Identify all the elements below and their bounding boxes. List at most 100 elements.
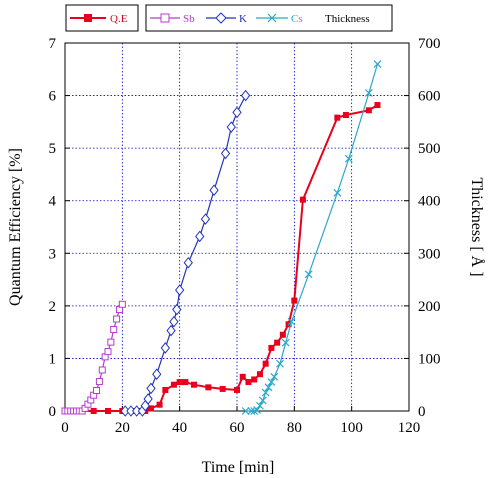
- data-point-sb: [107, 338, 115, 346]
- data-point-cs: [304, 270, 313, 279]
- y-left-tick-label: 0: [49, 404, 57, 420]
- data-point-qe: [374, 102, 381, 109]
- data-point-cs: [267, 378, 276, 387]
- data-point-cs: [241, 407, 250, 415]
- x-tick-label: 100: [340, 420, 363, 436]
- legend-label-k: K: [239, 13, 247, 25]
- data-point-qe: [176, 379, 183, 386]
- data-point-k: [146, 382, 156, 395]
- data-point-cs: [276, 359, 284, 368]
- x-tick-label: 40: [172, 420, 187, 436]
- y-right-tick-label: 500: [418, 141, 441, 157]
- grid-lines: [65, 43, 409, 411]
- series-k: [120, 89, 251, 417]
- data-point-qe: [182, 379, 189, 386]
- legend-marker-qe: [84, 14, 92, 22]
- series-layer: [61, 60, 382, 417]
- legend-marker-cs: [267, 13, 277, 23]
- data-point-qe: [219, 385, 226, 392]
- data-point-qe: [279, 331, 286, 338]
- data-point-k: [160, 342, 170, 354]
- data-point-sb: [93, 386, 101, 394]
- legend: Q.E Sb K Cs Thickness: [65, 4, 393, 32]
- y-left-tick-label: 1: [49, 351, 57, 367]
- data-point-sb: [95, 378, 103, 386]
- data-point-qe: [251, 376, 258, 383]
- data-point-cs: [281, 338, 290, 347]
- series-cs: [241, 60, 382, 415]
- data-point-qe: [105, 408, 111, 414]
- y-axis-left-label: Quantum Efficiency [%]: [7, 148, 24, 306]
- data-point-sb: [118, 300, 126, 308]
- series-line-cs: [245, 63, 379, 412]
- data-point-qe: [334, 114, 341, 121]
- data-point-cs: [333, 188, 342, 197]
- data-point-qe: [245, 379, 252, 386]
- data-point-qe: [191, 381, 197, 388]
- y-left-tick-label: 5: [49, 141, 57, 157]
- series-line-qe: [65, 104, 379, 412]
- data-point-qe: [205, 384, 212, 391]
- data-point-cs: [344, 154, 353, 163]
- data-point-cs: [373, 60, 382, 68]
- legend-title-thickness: Thickness: [325, 13, 370, 25]
- data-point-cs: [264, 383, 273, 392]
- data-point-k: [220, 147, 231, 160]
- data-point-qe: [156, 401, 163, 408]
- data-point-sb: [98, 366, 106, 374]
- data-point-qe: [234, 386, 240, 393]
- data-point-qe: [262, 360, 269, 367]
- data-point-k: [232, 106, 242, 119]
- data-point-qe: [299, 196, 306, 203]
- y-left-tick-label: 4: [49, 194, 57, 210]
- data-point-cs: [253, 406, 261, 414]
- data-point-qe: [239, 373, 246, 380]
- legend-marker-sb: [160, 13, 170, 23]
- y-left-tick-label: 7: [49, 36, 57, 52]
- y-left-tick-label: 6: [49, 89, 57, 105]
- data-point-k: [143, 393, 153, 405]
- x-tick-label: 60: [230, 420, 245, 436]
- data-point-k: [240, 89, 251, 102]
- data-point-qe: [342, 112, 349, 119]
- data-point-qe: [268, 344, 275, 351]
- legend-label-qe: Q.E: [110, 13, 128, 25]
- x-tick-label: 120: [398, 420, 421, 436]
- data-point-k: [152, 368, 162, 381]
- data-point-qe: [365, 107, 372, 114]
- data-point-k: [183, 256, 193, 269]
- data-point-k: [195, 230, 205, 243]
- axis-ticks: 0 20 40 60 80 100 1200123456701002003004005006…: [49, 36, 441, 436]
- legend-marker-k: [215, 12, 227, 24]
- data-point-sb: [113, 315, 121, 323]
- data-point-qe: [291, 297, 298, 304]
- data-point-k: [200, 213, 211, 225]
- data-point-qe: [90, 408, 97, 414]
- y-right-tick-label: 400: [418, 194, 441, 210]
- y-right-tick-label: 0: [418, 404, 426, 420]
- data-point-cs: [256, 401, 264, 410]
- data-point-qe: [170, 381, 177, 388]
- series-sb: [61, 300, 126, 415]
- x-tick-label: 80: [287, 420, 302, 436]
- data-point-cs: [287, 317, 296, 326]
- data-point-k: [226, 121, 236, 133]
- y-right-tick-label: 700: [418, 36, 441, 52]
- data-point-sb: [104, 348, 112, 356]
- data-point-cs: [364, 89, 373, 97]
- data-point-cs: [258, 396, 267, 405]
- x-axis-label: Time [min]: [202, 459, 275, 476]
- y-left-tick-label: 3: [49, 246, 57, 262]
- data-point-k: [169, 315, 179, 328]
- y-left-tick-label: 2: [49, 299, 57, 315]
- data-point-k: [166, 324, 176, 337]
- series-qe: [62, 102, 381, 414]
- y-right-tick-label: 300: [418, 246, 441, 262]
- y-right-tick-label: 600: [418, 89, 441, 105]
- data-point-qe: [162, 386, 169, 393]
- legend-label-sb: Sb: [183, 13, 195, 25]
- data-point-cs: [270, 372, 279, 381]
- data-point-k: [172, 303, 182, 316]
- data-point-k: [209, 184, 219, 197]
